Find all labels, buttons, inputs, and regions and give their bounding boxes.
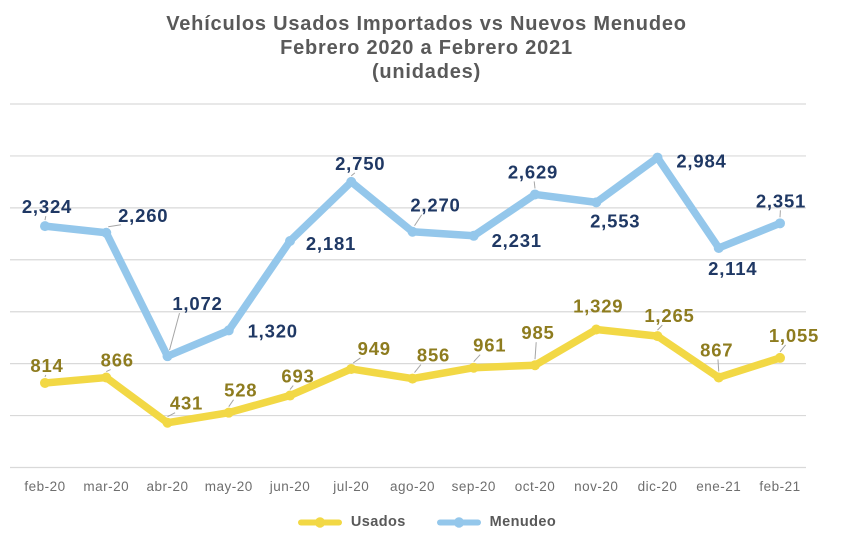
x-axis-label-sep-20: sep-20 bbox=[452, 479, 496, 494]
data-point-menudeo-oct-20 bbox=[530, 189, 540, 200]
legend-label-usados: Usados bbox=[350, 514, 406, 530]
data-label-usados-ago-20: 856 bbox=[417, 345, 450, 366]
data-point-menudeo-sep-20 bbox=[468, 230, 479, 241]
data-label-menudeo-dic-20: 2,984 bbox=[676, 151, 726, 172]
data-label-menudeo-jun-20: 2,181 bbox=[306, 233, 356, 254]
x-axis-label-nov-20: nov-20 bbox=[574, 479, 618, 494]
chart-title-line3: (unidades) bbox=[371, 61, 482, 83]
data-label-usados-nov-20: 1,329 bbox=[573, 295, 623, 316]
series-line-menudeo bbox=[40, 152, 785, 362]
data-label-usados-may-20: 528 bbox=[224, 380, 257, 401]
data-label-menudeo-feb-20: 2,324 bbox=[22, 196, 72, 217]
data-point-menudeo-ene-21 bbox=[713, 242, 724, 253]
data-point-usados-oct-20 bbox=[530, 360, 540, 371]
data-point-menudeo-abr-20 bbox=[162, 351, 173, 362]
data-label-menudeo-jul-20: 2,750 bbox=[335, 153, 385, 174]
data-point-usados-ene-21 bbox=[713, 372, 724, 383]
data-label-menudeo-ago-20: 2,270 bbox=[410, 195, 460, 216]
data-label-usados-ene-21: 867 bbox=[700, 339, 733, 360]
chart-title: Vehículos Usados Importados vs Nuevos Me… bbox=[0, 12, 853, 84]
legend-item-menudeo: Menudeo bbox=[436, 514, 556, 530]
chart-title-line2: Febrero 2020 a Febrero 2021 bbox=[280, 37, 573, 59]
x-axis-label-ene-21: ene-21 bbox=[696, 479, 741, 494]
data-labels-menudeo: 2,324 2,260 1,072 1,320 2,181 2,750 2,270 2,231… bbox=[22, 151, 806, 342]
legend-label-menudeo: Menudeo bbox=[489, 514, 557, 530]
x-axis-label-feb-20: feb-20 bbox=[24, 479, 65, 494]
data-point-usados-dic-20 bbox=[652, 331, 663, 342]
data-point-menudeo-feb-20 bbox=[40, 221, 50, 232]
data-label-usados-jun-20: 693 bbox=[281, 366, 314, 387]
data-point-usados-jun-20 bbox=[285, 390, 295, 401]
data-point-usados-jul-20 bbox=[346, 363, 357, 374]
series-line-usados bbox=[40, 324, 785, 428]
x-axis-labels: feb-20 mar-20 abr-20 may-20 jun-20 jul-20 ago-… bbox=[24, 479, 800, 494]
data-label-menudeo-nov-20: 2,553 bbox=[590, 210, 640, 231]
data-point-usados-feb-21 bbox=[775, 352, 785, 363]
legend-item-usados: Usados bbox=[297, 514, 406, 530]
data-point-usados-abr-20 bbox=[162, 417, 173, 428]
data-label-usados-dic-20: 1,265 bbox=[644, 305, 694, 326]
data-labels-usados: 814 866 431 528 693 949 856 961 985 1,329 1,265 867… bbox=[30, 295, 819, 414]
data-point-usados-nov-20 bbox=[591, 324, 602, 335]
data-label-menudeo-feb-21: 2,351 bbox=[756, 190, 806, 211]
x-axis-label-mar-20: mar-20 bbox=[83, 479, 129, 494]
x-axis-label-ago-20: ago-20 bbox=[390, 479, 435, 494]
data-label-usados-jul-20: 949 bbox=[358, 338, 391, 359]
x-axis-label-dic-20: dic-20 bbox=[638, 479, 678, 494]
data-label-usados-feb-21: 1,055 bbox=[769, 325, 819, 346]
chart-title-line1: Vehículos Usados Importados vs Nuevos Me… bbox=[166, 13, 687, 35]
data-point-menudeo-jun-20 bbox=[285, 235, 295, 246]
gridlines bbox=[10, 103, 806, 469]
data-point-menudeo-nov-20 bbox=[591, 197, 602, 208]
x-axis-label-jul-20: jul-20 bbox=[332, 479, 369, 494]
x-axis-label-abr-20: abr-20 bbox=[146, 479, 188, 494]
label-leader-lines bbox=[44, 172, 786, 418]
data-label-usados-feb-20: 814 bbox=[30, 355, 63, 376]
x-axis-label-jun-20: jun-20 bbox=[269, 479, 311, 494]
chart-legend: Usados Menudeo bbox=[0, 508, 853, 536]
data-label-usados-sep-20: 961 bbox=[473, 335, 506, 356]
data-point-menudeo-mar-20 bbox=[101, 227, 112, 238]
data-point-usados-mar-20 bbox=[101, 372, 112, 383]
data-label-menudeo-may-20: 1,320 bbox=[248, 320, 298, 341]
data-label-menudeo-sep-20: 2,231 bbox=[492, 230, 542, 251]
data-point-menudeo-feb-21 bbox=[775, 218, 785, 229]
data-point-menudeo-may-20 bbox=[223, 325, 234, 336]
data-label-menudeo-mar-20: 2,260 bbox=[118, 205, 168, 226]
menudeo-line-marker-icon bbox=[436, 516, 481, 528]
data-point-menudeo-jul-20 bbox=[346, 176, 357, 187]
usados-line-marker-icon bbox=[297, 516, 342, 528]
data-point-usados-sep-20 bbox=[468, 362, 479, 373]
data-label-menudeo-ene-21: 2,114 bbox=[708, 258, 757, 279]
x-axis-label-feb-21: feb-21 bbox=[759, 479, 800, 494]
data-point-menudeo-ago-20 bbox=[407, 226, 418, 237]
data-point-menudeo-dic-20 bbox=[652, 152, 663, 163]
data-label-usados-abr-20: 431 bbox=[170, 393, 203, 414]
data-point-usados-ago-20 bbox=[407, 373, 418, 384]
x-axis-label-oct-20: oct-20 bbox=[515, 479, 556, 494]
data-point-usados-feb-20 bbox=[40, 377, 50, 388]
data-point-usados-may-20 bbox=[223, 407, 234, 418]
data-label-usados-oct-20: 985 bbox=[521, 322, 554, 343]
data-label-menudeo-abr-20: 1,072 bbox=[172, 293, 222, 314]
data-label-usados-mar-20: 866 bbox=[101, 350, 134, 371]
x-axis-label-may-20: may-20 bbox=[205, 479, 253, 494]
data-label-menudeo-oct-20: 2,629 bbox=[508, 161, 558, 182]
